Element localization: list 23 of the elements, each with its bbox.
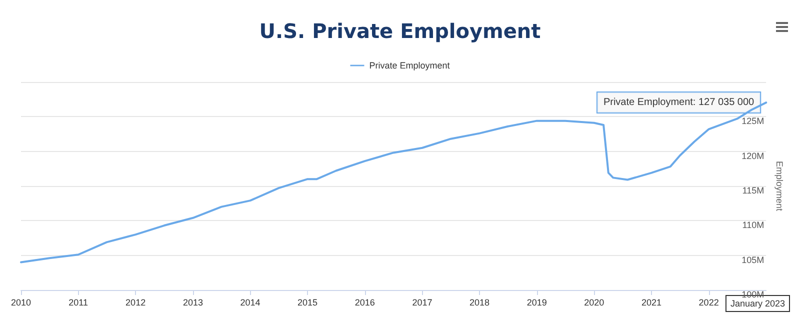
legend-label: Private Employment (369, 60, 450, 70)
y-tick-label: 120M (742, 150, 764, 161)
x-tick-label: 2016 (354, 298, 375, 308)
y-tick-label: 115M (742, 186, 764, 196)
annotation: Private Employment: 127 035 000 (603, 97, 755, 108)
chart-title: U.S. Private Employment (259, 19, 542, 43)
y-tick-label: 110M (742, 220, 764, 230)
x-tick-label: 2022 (698, 298, 719, 308)
y-axis-title: Employment (774, 160, 784, 212)
x-tick-label: 2018 (470, 298, 490, 308)
x-tick-label: 2019 (526, 298, 547, 308)
x-tick-label: 2011 (68, 298, 88, 308)
x-tick-label: 2015 (298, 298, 318, 308)
x-tick-label: 2017 (412, 298, 432, 308)
x-tick-label: 2010 (10, 298, 32, 308)
x-tick-label: 2020 (584, 298, 604, 308)
y-tick-label: 105M (742, 254, 764, 265)
x-tick-label: 2021 (642, 298, 662, 308)
x-tick-label: 2013 (182, 298, 204, 308)
x-tick-label: 2012 (126, 298, 146, 308)
y-tick-label: 125M (742, 116, 764, 126)
text: January 2023 (730, 298, 785, 308)
x-tick-label: 2014 (240, 298, 260, 308)
